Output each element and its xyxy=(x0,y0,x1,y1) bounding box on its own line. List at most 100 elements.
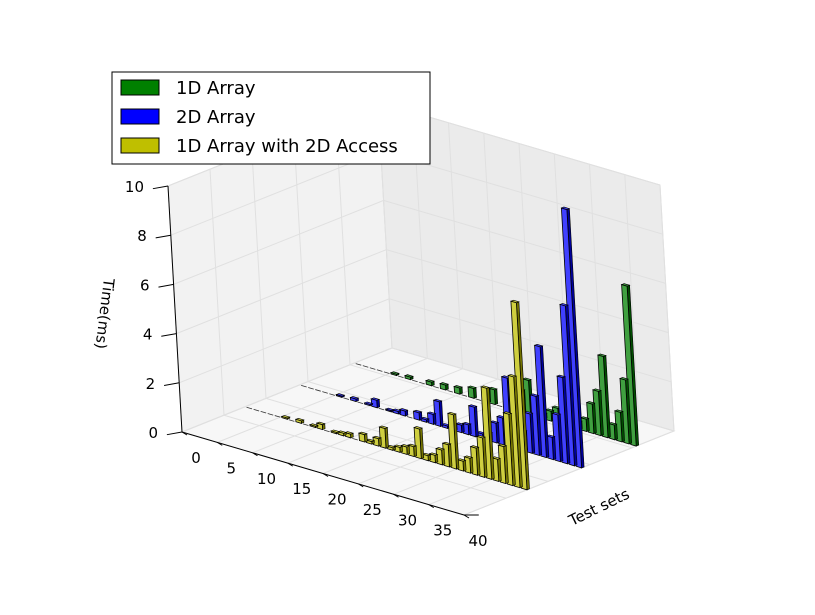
bar-front xyxy=(335,394,343,398)
bar-base xyxy=(376,369,383,372)
z-tick-label: 4 xyxy=(143,326,153,344)
x-tick-mark xyxy=(357,483,364,488)
x-tick-mark xyxy=(463,514,470,519)
z-tick-mark xyxy=(158,283,174,288)
x-tick-label: 25 xyxy=(363,501,382,519)
bar-front xyxy=(619,377,630,445)
bar-front xyxy=(439,383,447,391)
x-tick-label: 30 xyxy=(398,511,417,529)
bar-base xyxy=(397,375,404,379)
bar-base xyxy=(352,437,358,441)
bar-front xyxy=(372,436,380,447)
bar-base xyxy=(274,415,281,418)
bar xyxy=(349,396,360,403)
bar-front xyxy=(560,207,583,469)
bar xyxy=(439,382,449,391)
bar-front xyxy=(447,412,457,470)
bar-base xyxy=(447,390,454,393)
bar-front xyxy=(364,402,371,407)
bar-front xyxy=(309,424,316,429)
x-tick-label: 10 xyxy=(257,470,276,488)
bar-front xyxy=(330,430,338,435)
bar-front xyxy=(467,386,475,399)
bar xyxy=(384,407,395,413)
grid-line xyxy=(463,184,675,516)
legend-swatch xyxy=(120,79,160,96)
bar xyxy=(330,429,341,435)
x-tick-label: 0 xyxy=(191,449,201,467)
bar-base xyxy=(267,413,274,416)
bar xyxy=(502,411,516,487)
legend: 1D Array 2D Array 1D Array with 2D Acces… xyxy=(111,71,431,165)
z-tick-mark xyxy=(161,333,177,337)
z-axis-line xyxy=(167,185,183,433)
x-tick-mark xyxy=(252,452,258,457)
bar-base xyxy=(246,406,253,410)
bar-front xyxy=(621,284,637,447)
bar-front xyxy=(385,408,392,413)
z-tick-mark xyxy=(163,382,180,386)
bar xyxy=(386,444,397,451)
bar-base xyxy=(419,381,425,385)
bar xyxy=(480,385,495,480)
bar-front xyxy=(559,303,575,467)
grid-line xyxy=(217,112,428,443)
legend-entry-1: 1D Array xyxy=(120,78,256,99)
bar-base xyxy=(315,389,321,392)
bar xyxy=(463,455,474,474)
grid-line xyxy=(209,169,507,499)
z-tick-label: 8 xyxy=(137,227,147,245)
bar-front xyxy=(502,412,514,487)
bar xyxy=(407,443,418,458)
bar xyxy=(357,431,368,443)
bar-base xyxy=(329,393,335,396)
tick-labels: 0 2 4 6 8 10 0 5 10 15 20 25 30 35 40 xyxy=(125,178,488,550)
bar xyxy=(560,206,585,469)
bar xyxy=(509,299,530,491)
z-tick-label: 0 xyxy=(148,424,158,442)
x-tick-label: 20 xyxy=(327,491,346,509)
bar xyxy=(389,371,400,377)
legend-entry-2: 2D Array xyxy=(120,107,256,128)
bar-base xyxy=(253,408,260,412)
bar xyxy=(372,435,382,447)
legend-box xyxy=(111,71,431,165)
bar-base xyxy=(343,397,350,400)
bar-base xyxy=(301,385,307,388)
bar-front xyxy=(358,432,366,443)
bar xyxy=(596,353,611,439)
bar-front xyxy=(295,418,302,424)
bar-base xyxy=(412,379,418,383)
bar xyxy=(456,458,467,472)
x-tick-label: 40 xyxy=(468,532,487,550)
bar-front xyxy=(425,380,433,387)
bar-base xyxy=(362,365,369,368)
bar-front xyxy=(507,374,521,489)
z-tick-mark xyxy=(166,431,183,436)
bar-front xyxy=(597,354,609,439)
x-tick-mark xyxy=(428,504,435,509)
bar xyxy=(507,374,523,489)
bar xyxy=(294,417,305,424)
legend-label: 1D Array xyxy=(176,78,256,99)
bar xyxy=(425,379,435,387)
bar xyxy=(412,409,423,421)
x-tick-label: 35 xyxy=(433,522,452,540)
bar xyxy=(551,412,564,463)
bar xyxy=(620,283,640,447)
bar-front xyxy=(370,398,378,409)
z-axis-label: Time(ms) xyxy=(91,277,118,351)
legend-entry-3: 1D Array with 2D Access xyxy=(120,136,398,157)
series-3 xyxy=(246,299,530,491)
x-tick-mark xyxy=(287,462,294,467)
bar xyxy=(370,397,381,409)
legend-label: 1D Array with 2D Access xyxy=(176,136,398,157)
bar-front xyxy=(480,386,493,480)
bar xyxy=(619,377,633,445)
bar-base xyxy=(355,363,362,366)
bar-base xyxy=(433,386,439,389)
grid-line xyxy=(287,133,499,464)
bar-front xyxy=(534,344,547,459)
x-tick-mark xyxy=(393,493,399,498)
